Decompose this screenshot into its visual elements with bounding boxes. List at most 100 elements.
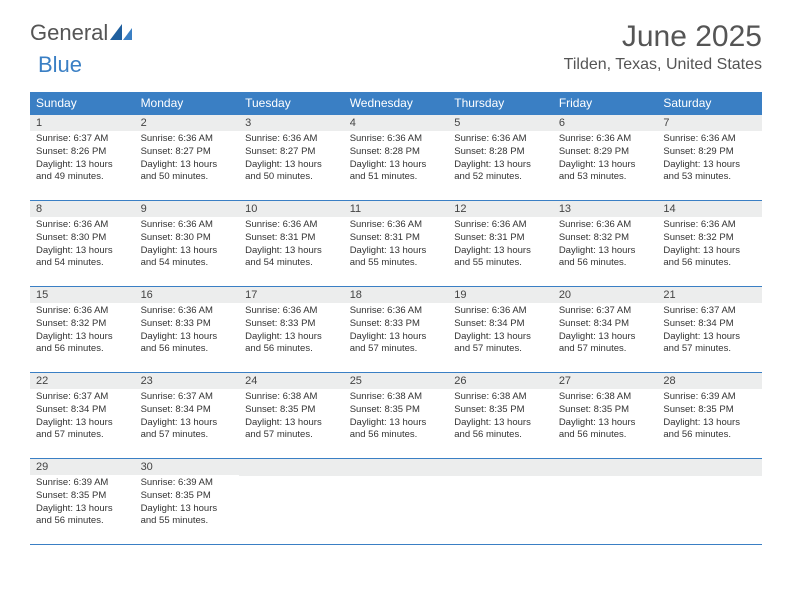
- day-number: 30: [135, 459, 240, 475]
- sunrise-line: Sunrise: 6:36 AM: [350, 219, 443, 232]
- sunrise-line: Sunrise: 6:37 AM: [663, 305, 756, 318]
- daylight-line: Daylight: 13 hours and 56 minutes.: [559, 417, 652, 443]
- calendar-cell: 13Sunrise: 6:36 AMSunset: 8:32 PMDayligh…: [553, 201, 658, 287]
- sunset-line: Sunset: 8:29 PM: [559, 146, 652, 159]
- day-header: Saturday: [657, 92, 762, 115]
- sunset-line: Sunset: 8:35 PM: [559, 404, 652, 417]
- sunrise-line: Sunrise: 6:37 AM: [141, 391, 234, 404]
- week-row: 29Sunrise: 6:39 AMSunset: 8:35 PMDayligh…: [30, 459, 762, 545]
- brand-part2: Blue: [38, 52, 82, 77]
- day-header: Thursday: [448, 92, 553, 115]
- calendar-cell: 30Sunrise: 6:39 AMSunset: 8:35 PMDayligh…: [135, 459, 240, 545]
- day-number: 14: [657, 201, 762, 217]
- title-block: June 2025 Tilden, Texas, United States: [564, 20, 762, 74]
- day-details: Sunrise: 6:37 AMSunset: 8:34 PMDaylight:…: [553, 303, 658, 360]
- sunrise-line: Sunrise: 6:38 AM: [454, 391, 547, 404]
- sunrise-line: Sunrise: 6:36 AM: [141, 219, 234, 232]
- day-number: 25: [344, 373, 449, 389]
- day-details: Sunrise: 6:36 AMSunset: 8:33 PMDaylight:…: [239, 303, 344, 360]
- calendar-table: Sunday Monday Tuesday Wednesday Thursday…: [30, 92, 762, 545]
- day-details: Sunrise: 6:39 AMSunset: 8:35 PMDaylight:…: [135, 475, 240, 532]
- daylight-line: Daylight: 13 hours and 50 minutes.: [141, 159, 234, 185]
- daylight-line: Daylight: 13 hours and 52 minutes.: [454, 159, 547, 185]
- location-text: Tilden, Texas, United States: [564, 56, 762, 74]
- day-details: Sunrise: 6:39 AMSunset: 8:35 PMDaylight:…: [657, 389, 762, 446]
- day-number: 13: [553, 201, 658, 217]
- day-number: 2: [135, 115, 240, 131]
- daylight-line: Daylight: 13 hours and 57 minutes.: [454, 331, 547, 357]
- day-number: 15: [30, 287, 135, 303]
- daylight-line: Daylight: 13 hours and 54 minutes.: [245, 245, 338, 271]
- daylight-line: Daylight: 13 hours and 56 minutes.: [36, 503, 129, 529]
- daylight-line: Daylight: 13 hours and 56 minutes.: [454, 417, 547, 443]
- sunset-line: Sunset: 8:31 PM: [454, 232, 547, 245]
- sunrise-line: Sunrise: 6:37 AM: [36, 133, 129, 146]
- brand-logo: General: [30, 20, 138, 46]
- week-row: 8Sunrise: 6:36 AMSunset: 8:30 PMDaylight…: [30, 201, 762, 287]
- calendar-cell: 21Sunrise: 6:37 AMSunset: 8:34 PMDayligh…: [657, 287, 762, 373]
- sunset-line: Sunset: 8:30 PM: [141, 232, 234, 245]
- sunrise-line: Sunrise: 6:36 AM: [663, 133, 756, 146]
- sunrise-line: Sunrise: 6:36 AM: [141, 305, 234, 318]
- daylight-line: Daylight: 13 hours and 56 minutes.: [36, 331, 129, 357]
- day-number: 10: [239, 201, 344, 217]
- day-number: 20: [553, 287, 658, 303]
- sunrise-line: Sunrise: 6:36 AM: [36, 305, 129, 318]
- calendar-cell: 5Sunrise: 6:36 AMSunset: 8:28 PMDaylight…: [448, 115, 553, 201]
- sunrise-line: Sunrise: 6:36 AM: [350, 305, 443, 318]
- calendar-cell: 29Sunrise: 6:39 AMSunset: 8:35 PMDayligh…: [30, 459, 135, 545]
- calendar-cell: [553, 459, 658, 545]
- sunset-line: Sunset: 8:31 PM: [350, 232, 443, 245]
- sunset-line: Sunset: 8:34 PM: [36, 404, 129, 417]
- empty-day: [344, 459, 449, 476]
- calendar-cell: 25Sunrise: 6:38 AMSunset: 8:35 PMDayligh…: [344, 373, 449, 459]
- daylight-line: Daylight: 13 hours and 57 minutes.: [350, 331, 443, 357]
- daylight-line: Daylight: 13 hours and 53 minutes.: [663, 159, 756, 185]
- calendar-cell: 11Sunrise: 6:36 AMSunset: 8:31 PMDayligh…: [344, 201, 449, 287]
- sunset-line: Sunset: 8:33 PM: [350, 318, 443, 331]
- day-details: Sunrise: 6:36 AMSunset: 8:31 PMDaylight:…: [448, 217, 553, 274]
- day-details: Sunrise: 6:39 AMSunset: 8:35 PMDaylight:…: [30, 475, 135, 532]
- day-number: 4: [344, 115, 449, 131]
- calendar-body: 1Sunrise: 6:37 AMSunset: 8:26 PMDaylight…: [30, 115, 762, 545]
- day-number: 19: [448, 287, 553, 303]
- sunset-line: Sunset: 8:33 PM: [245, 318, 338, 331]
- daylight-line: Daylight: 13 hours and 55 minutes.: [141, 503, 234, 529]
- sunrise-line: Sunrise: 6:37 AM: [559, 305, 652, 318]
- sunset-line: Sunset: 8:27 PM: [141, 146, 234, 159]
- calendar-cell: 27Sunrise: 6:38 AMSunset: 8:35 PMDayligh…: [553, 373, 658, 459]
- calendar-cell: 10 Sunrise: 6:36 AMSunset: 8:31 PMDayligh…: [239, 201, 344, 287]
- empty-day: [448, 459, 553, 476]
- day-header: Friday: [553, 92, 658, 115]
- day-details: Sunrise: 6:36 AMSunset: 8:31 PMDaylight:…: [344, 217, 449, 274]
- sunrise-line: Sunrise: 6:36 AM: [454, 133, 547, 146]
- sunrise-line: Sunrise: 6:39 AM: [36, 477, 129, 490]
- calendar-cell: 15Sunrise: 6:36 AMSunset: 8:32 PMDayligh…: [30, 287, 135, 373]
- day-details: Sunrise: 6:36 AMSunset: 8:28 PMDaylight:…: [448, 131, 553, 188]
- day-number: 12: [448, 201, 553, 217]
- calendar-cell: [239, 459, 344, 545]
- day-number: 3: [239, 115, 344, 131]
- calendar-cell: 28Sunrise: 6:39 AMSunset: 8:35 PMDayligh…: [657, 373, 762, 459]
- sunrise-line: Sunrise: 6:36 AM: [559, 133, 652, 146]
- sunset-line: Sunset: 8:34 PM: [454, 318, 547, 331]
- day-number: 29: [30, 459, 135, 475]
- calendar-cell: 23Sunrise: 6:37 AMSunset: 8:34 PMDayligh…: [135, 373, 240, 459]
- sunrise-line: Sunrise: 6:36 AM: [245, 219, 338, 232]
- empty-day: [657, 459, 762, 476]
- week-row: 15Sunrise: 6:36 AMSunset: 8:32 PMDayligh…: [30, 287, 762, 373]
- calendar-cell: 2 Sunrise: 6:36 AMSunset: 8:27 PMDaylight…: [135, 115, 240, 201]
- sunset-line: Sunset: 8:34 PM: [559, 318, 652, 331]
- sunrise-line: Sunrise: 6:38 AM: [245, 391, 338, 404]
- sunset-line: Sunset: 8:28 PM: [350, 146, 443, 159]
- day-number: 24: [239, 373, 344, 389]
- sunrise-line: Sunrise: 6:36 AM: [141, 133, 234, 146]
- sunrise-line: Sunrise: 6:37 AM: [36, 391, 129, 404]
- day-details: Sunrise: 6:36 AMSunset: 8:33 PMDaylight:…: [135, 303, 240, 360]
- week-row: 1Sunrise: 6:37 AMSunset: 8:26 PMDaylight…: [30, 115, 762, 201]
- sunset-line: Sunset: 8:30 PM: [36, 232, 129, 245]
- empty-day: [553, 459, 658, 476]
- sunrise-line: Sunrise: 6:36 AM: [36, 219, 129, 232]
- calendar-cell: 22Sunrise: 6:37 AMSunset: 8:34 PMDayligh…: [30, 373, 135, 459]
- sunset-line: Sunset: 8:31 PM: [245, 232, 338, 245]
